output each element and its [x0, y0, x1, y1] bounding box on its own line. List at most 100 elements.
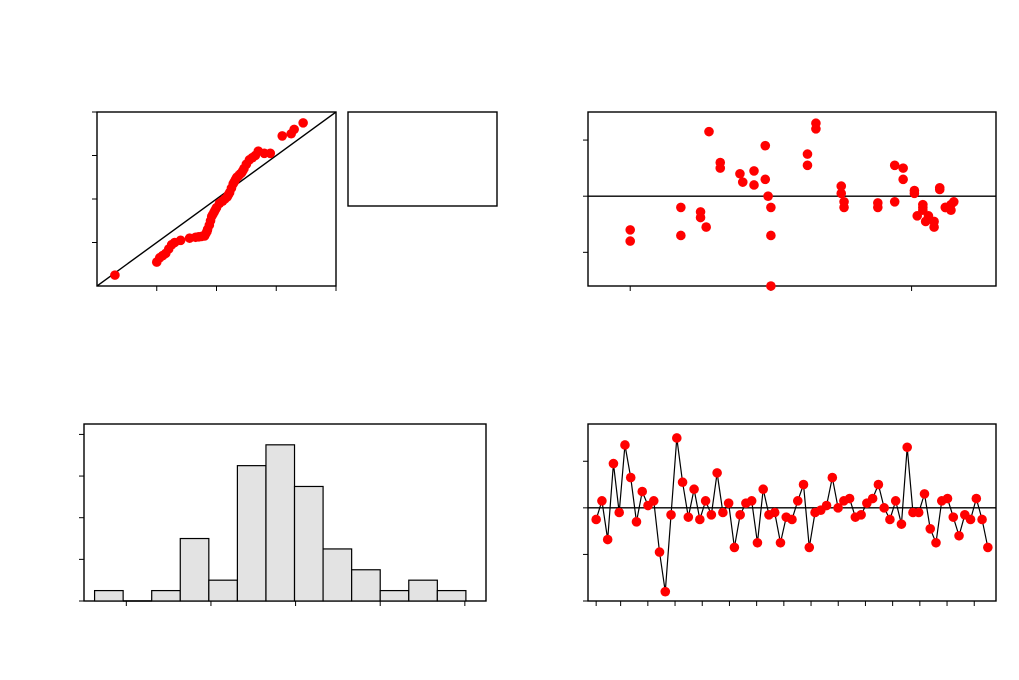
data-point [913, 507, 924, 518]
data-point [867, 493, 878, 504]
data-point [695, 212, 706, 223]
data-point [625, 236, 636, 246]
data-point [277, 131, 288, 141]
data-point [919, 489, 930, 499]
data-point [654, 547, 665, 557]
data-point [827, 472, 838, 483]
data-point [760, 174, 771, 185]
data-point [683, 512, 694, 522]
data-point [889, 160, 900, 171]
data-point [298, 118, 308, 128]
data-point [885, 514, 895, 525]
data-point [879, 503, 889, 513]
data-point [798, 479, 809, 490]
data-point [896, 519, 907, 529]
data-point [833, 503, 843, 513]
data-point [608, 458, 619, 469]
data-point [289, 124, 299, 135]
data-point [752, 537, 763, 548]
data-point [977, 514, 987, 525]
histogram-bar [265, 444, 296, 602]
histogram-bar [93, 589, 124, 602]
data-point [942, 493, 953, 504]
data-point [591, 514, 601, 525]
data-point [948, 512, 959, 522]
data-point [614, 507, 624, 518]
data-point [712, 468, 722, 478]
data-point [746, 496, 757, 506]
plot-frame [587, 423, 997, 602]
histogram-bar [208, 579, 238, 602]
data-point [802, 149, 813, 159]
data-point [760, 140, 771, 151]
histogram-bar [236, 465, 267, 602]
data-point [766, 281, 776, 291]
data-point [620, 440, 630, 450]
histogram-plot [79, 423, 487, 606]
data-point [729, 542, 740, 553]
data-point [983, 542, 993, 553]
data-point [873, 479, 884, 490]
data-point [676, 230, 686, 241]
data-point [718, 507, 728, 518]
data-point [602, 534, 613, 545]
data-point [775, 537, 786, 548]
data-point [672, 433, 682, 443]
data-point [836, 181, 847, 191]
histogram-bar [179, 537, 210, 602]
data-point [836, 188, 847, 199]
histogram-bar [293, 485, 324, 602]
data-point [802, 160, 813, 171]
data-point [925, 524, 936, 534]
data-point [700, 496, 711, 506]
data-point [873, 202, 883, 213]
reference-line [97, 112, 336, 286]
data-point [766, 230, 776, 241]
residuals-vs-order-plot [583, 423, 997, 606]
data-point [792, 496, 803, 506]
histogram-bar [151, 589, 181, 602]
data-point [811, 124, 821, 134]
data-point [175, 235, 186, 246]
data-point [735, 510, 745, 520]
data-point [666, 510, 676, 520]
histogram-bar [436, 589, 467, 602]
data-point [660, 586, 671, 597]
data-point [677, 477, 688, 488]
data-point [929, 222, 939, 232]
residuals-vs-fits-plot [583, 111, 997, 291]
data-point [625, 472, 636, 483]
data-point [909, 188, 920, 199]
data-point [787, 514, 797, 525]
data-point [648, 496, 659, 506]
data-point [954, 530, 964, 541]
data-point [701, 222, 711, 232]
data-point [749, 180, 759, 190]
data-point [625, 225, 636, 235]
data-point [948, 197, 959, 207]
data-point [804, 542, 815, 553]
data-point [898, 163, 908, 173]
data-point [723, 498, 734, 508]
data-point [110, 270, 120, 280]
data-point [749, 166, 759, 176]
data-point [597, 496, 607, 506]
data-point [902, 442, 912, 453]
histogram-bar [379, 589, 410, 602]
histogram-bar [351, 569, 381, 602]
data-point [631, 517, 642, 527]
data-point [821, 500, 832, 511]
data-point [695, 514, 705, 525]
data-point [890, 496, 901, 506]
data-point [704, 126, 714, 137]
data-point [763, 191, 773, 201]
data-point [715, 163, 726, 173]
data-point [758, 484, 768, 495]
data-point [965, 514, 976, 525]
data-point [839, 202, 849, 213]
probability-plot [92, 111, 337, 291]
data-point [766, 202, 776, 213]
data-point [676, 202, 686, 213]
legend-box [347, 111, 498, 207]
data-point [889, 197, 900, 207]
